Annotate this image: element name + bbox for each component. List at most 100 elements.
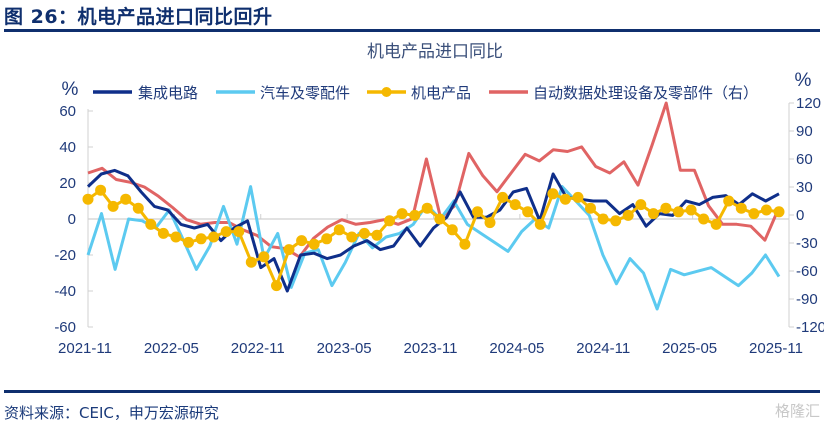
- data-point: [220, 226, 232, 238]
- left-tick-label: -40: [54, 283, 76, 300]
- watermark-logo: 格隆汇: [774, 402, 820, 420]
- data-point: [509, 199, 521, 211]
- series-lines: [82, 101, 785, 311]
- data-point: [208, 231, 220, 243]
- left-tick-label: -20: [54, 247, 76, 264]
- right-tick-label: -120: [796, 319, 824, 336]
- x-tick-label: 2022-05: [144, 340, 199, 357]
- data-point: [346, 231, 358, 243]
- series-1: [86, 185, 781, 311]
- data-point: [472, 206, 483, 218]
- data-point: [358, 227, 370, 239]
- bottom-rule: [4, 390, 820, 393]
- top-rule: [4, 29, 820, 32]
- data-point: [409, 209, 421, 221]
- x-tick-label: 2025-11: [749, 340, 803, 357]
- data-point: [421, 202, 433, 214]
- series-3: [87, 101, 781, 259]
- x-tick-label: 2022-11: [231, 340, 285, 357]
- data-point: [170, 231, 182, 243]
- x-tick-label: 2025-05: [662, 340, 717, 357]
- data-point: [371, 229, 383, 241]
- data-point: [685, 204, 697, 216]
- right-tick-label: 30: [796, 179, 813, 196]
- data-point: [647, 208, 659, 220]
- left-tick-label: 40: [59, 139, 76, 156]
- data-point: [233, 226, 245, 238]
- legend-item: 机电产品: [367, 84, 471, 102]
- data-point: [585, 202, 596, 214]
- data-point: [271, 280, 282, 292]
- data-point: [534, 218, 546, 230]
- data-point: [446, 224, 458, 236]
- data-point: [183, 236, 194, 248]
- series-2: [82, 184, 785, 292]
- data-point: [673, 206, 684, 218]
- data-point: [698, 213, 710, 225]
- series-line: [86, 185, 781, 311]
- data-point: [132, 202, 144, 214]
- data-point: [610, 215, 622, 227]
- data-point: [283, 244, 295, 256]
- data-point: [308, 238, 320, 250]
- data-point: [95, 184, 107, 196]
- data-point: [572, 191, 584, 203]
- right-tick-label: 120: [796, 95, 821, 112]
- data-point: [559, 193, 571, 205]
- data-point: [245, 256, 257, 268]
- left-tick-label: 0: [68, 211, 76, 228]
- data-point: [522, 206, 534, 218]
- data-point: [497, 191, 509, 203]
- left-tick-label: 20: [59, 175, 76, 192]
- series-line: [86, 168, 780, 293]
- data-point: [735, 202, 747, 214]
- legend-label: 自动数据处理设备及零部件（右）: [533, 84, 758, 102]
- data-point: [723, 195, 735, 207]
- data-point: [773, 206, 785, 218]
- figure-title: 图 26：机电产品进口同比回升: [4, 6, 273, 28]
- x-tick-label: 2024-05: [489, 340, 544, 357]
- legend-item: 汽车及零配件: [216, 84, 350, 102]
- data-point: [660, 202, 672, 214]
- data-point: [258, 251, 270, 263]
- data-point: [333, 224, 345, 236]
- series-0: [86, 168, 780, 293]
- x-tick-label: 2023-11: [404, 340, 458, 357]
- legend-item: 自动数据处理设备及零部件（右）: [489, 84, 758, 102]
- x-tick-label: 2021-11: [58, 340, 112, 357]
- data-point: [321, 233, 333, 245]
- data-point: [547, 188, 559, 200]
- data-point: [760, 204, 772, 216]
- data-point: [597, 213, 609, 225]
- data-point: [635, 199, 647, 211]
- data-point: [384, 215, 395, 227]
- chart: 机电产品进口同比 % % 集成电路 汽车及零配件 机电产品 自动数据处理设备及零部件（…: [54, 42, 824, 357]
- right-tick-label: -90: [796, 291, 818, 308]
- source-note: 资料来源：CEIC，申万宏源研究: [4, 404, 219, 422]
- data-point: [748, 208, 760, 220]
- x-tick-label: 2023-05: [317, 340, 372, 357]
- right-tick-label: -60: [796, 263, 818, 280]
- right-tick-label: 0: [796, 207, 804, 224]
- data-point: [459, 238, 471, 250]
- right-tick-label: 90: [796, 123, 813, 140]
- data-point: [484, 217, 496, 229]
- data-point: [145, 218, 157, 230]
- legend-label: 集成电路: [138, 84, 198, 102]
- legend: 集成电路 汽车及零配件 机电产品 自动数据处理设备及零部件（右）: [93, 84, 758, 102]
- legend-item: 集成电路: [93, 84, 198, 102]
- x-tick-label: 2024-11: [576, 340, 630, 357]
- left-axis-unit: %: [62, 79, 79, 100]
- data-point: [396, 208, 408, 220]
- series-line: [87, 101, 781, 259]
- data-point: [120, 193, 132, 205]
- right-tick-label: -30: [796, 235, 818, 252]
- data-point: [82, 193, 94, 205]
- data-point: [107, 200, 119, 212]
- axes: 60 40 20 0 -20 -40 -60 120 90 60 30 0 -30 -60 -90 -120 2…: [54, 95, 824, 357]
- data-point: [434, 213, 446, 225]
- left-tick-label: -60: [54, 319, 76, 336]
- data-point: [195, 233, 207, 245]
- left-tick-label: 60: [59, 103, 76, 120]
- legend-marker: [381, 87, 392, 97]
